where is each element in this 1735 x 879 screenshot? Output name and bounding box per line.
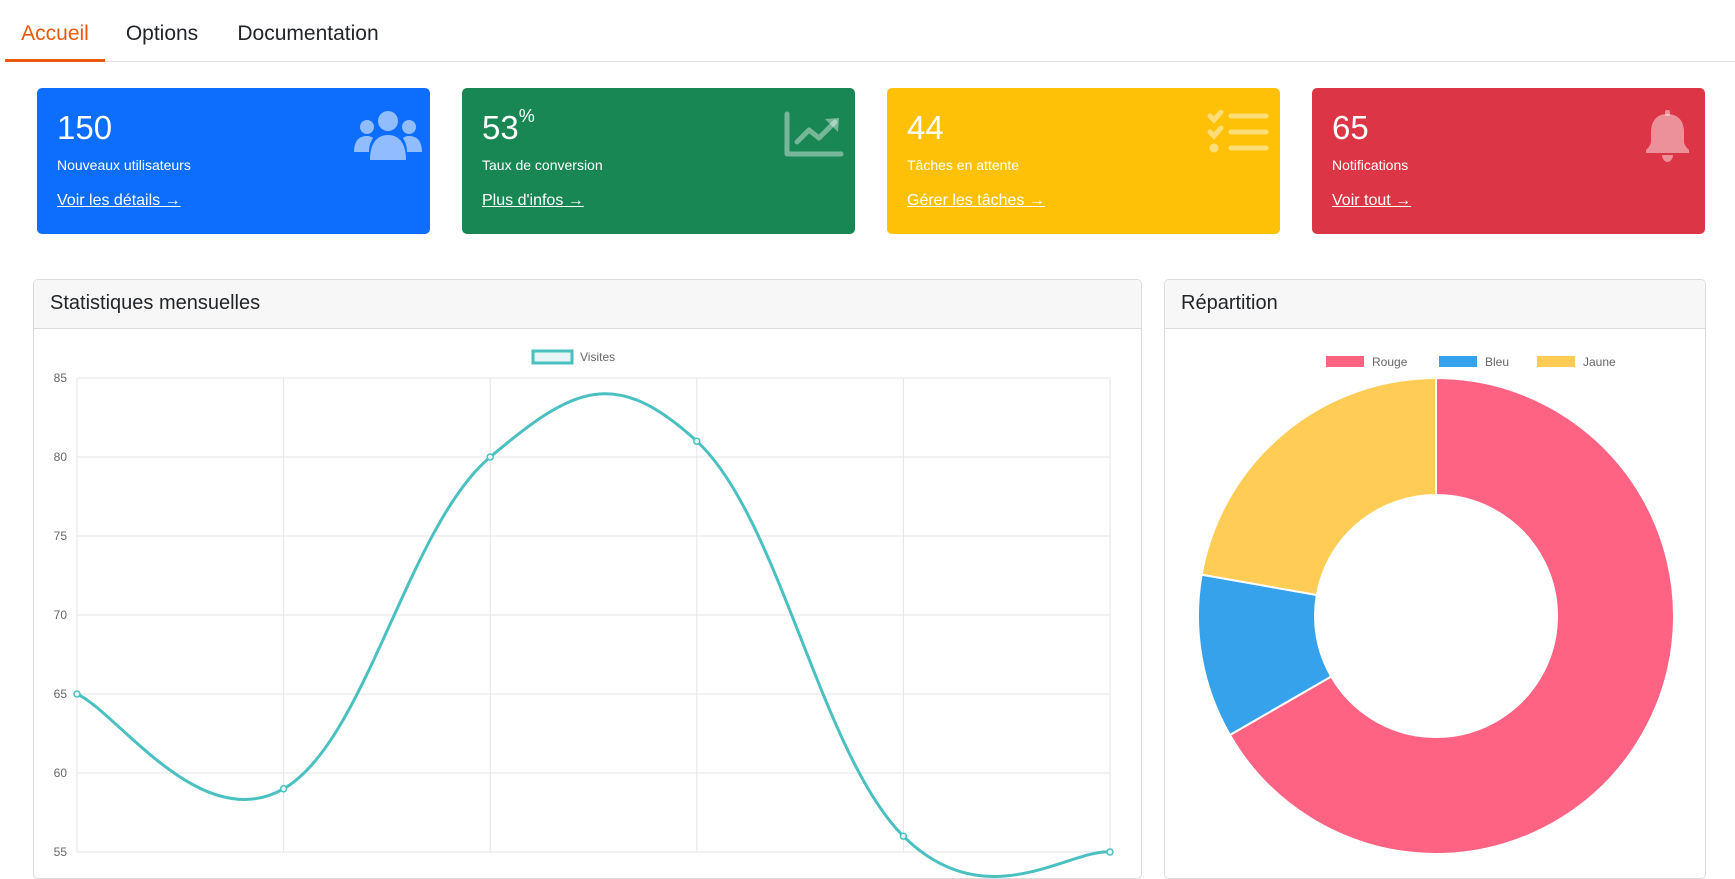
series-line-visites: [76, 392, 1111, 878]
y-tick-label: 55: [54, 845, 68, 859]
panel-distribution: Répartition Rouge Bleu Jaune: [1164, 279, 1706, 879]
nav-tabs: Accueil Options Documentation: [5, 0, 1735, 62]
card-link-see-all[interactable]: Voir tout →: [1332, 192, 1412, 209]
card-link-manage-tasks[interactable]: Gérer les tâches →: [907, 192, 1045, 209]
card-tasks: 44 Tâches en attente Gérer les tâches →: [887, 88, 1280, 234]
doughnut-chart: Rouge Bleu Jaune: [1197, 355, 1675, 855]
card-conversion: 53% Taux de conversion Plus d'infos →: [462, 88, 855, 234]
card-value: 150: [57, 109, 113, 146]
legend-swatch: [1326, 356, 1364, 367]
slice-jaune[interactable]: [1200, 376, 1437, 597]
card-value: 65: [1332, 109, 1369, 146]
data-point[interactable]: [693, 437, 701, 445]
data-point[interactable]: [899, 832, 908, 840]
card-value: 44: [907, 109, 944, 146]
users-icon: [354, 111, 422, 160]
tab-documentation[interactable]: Documentation: [237, 22, 379, 45]
y-tick-label: 65: [54, 687, 68, 701]
y-tick-label: 60: [54, 766, 68, 780]
tab-options[interactable]: Options: [125, 22, 199, 45]
card-label: Taux de conversion: [482, 157, 603, 173]
legend-swatch: [531, 349, 574, 365]
legend-swatch: [1439, 356, 1477, 367]
legend-label: Rouge: [1372, 355, 1408, 369]
card-new-users: 150 Nouveaux utilisateurs Voir les détai…: [37, 88, 430, 234]
y-tick-label: 75: [54, 529, 68, 543]
legend-item-bleu[interactable]: Bleu: [1439, 355, 1509, 369]
legend-item-jaune[interactable]: Jaune: [1537, 355, 1616, 369]
y-tick-label: 80: [54, 450, 68, 464]
bell-icon: [1646, 110, 1689, 162]
card-label: Nouveaux utilisateurs: [57, 157, 191, 173]
legend-label: Bleu: [1485, 355, 1509, 369]
y-tick-label: 70: [54, 608, 68, 622]
legend-item-rouge[interactable]: Rouge: [1326, 355, 1408, 369]
slice-rouge[interactable]: [1228, 376, 1675, 855]
chart-line-icon: [784, 111, 844, 157]
card-value: 53%: [482, 106, 535, 146]
card-label: Tâches en attente: [907, 157, 1020, 173]
panel-monthly-stats: Statistiques mensuelles 85 80 75 70 65 60 55 Vi…: [33, 279, 1142, 879]
card-notifications: 65 Notifications Voir tout →: [1312, 88, 1705, 234]
data-point[interactable]: [73, 690, 81, 698]
card-link-details[interactable]: Voir les détails →: [57, 192, 181, 209]
legend-swatch: [1537, 356, 1575, 367]
tasks-icon: [1207, 110, 1269, 153]
data-point[interactable]: [486, 453, 494, 461]
line-chart: 85 80 75 70 65 60 55 Visites: [54, 349, 1114, 878]
card-link-infos[interactable]: Plus d'infos →: [482, 192, 584, 209]
legend-label: Visites: [580, 350, 615, 364]
y-tick-label: 85: [54, 371, 68, 385]
legend-item-visites[interactable]: Visites: [531, 349, 615, 365]
tab-accueil[interactable]: Accueil: [5, 0, 105, 62]
data-point[interactable]: [279, 785, 288, 793]
legend-label: Jaune: [1583, 355, 1616, 369]
panel-title: Répartition: [1165, 280, 1705, 329]
panel-title: Statistiques mensuelles: [34, 280, 1141, 329]
card-label: Notifications: [1332, 157, 1409, 173]
